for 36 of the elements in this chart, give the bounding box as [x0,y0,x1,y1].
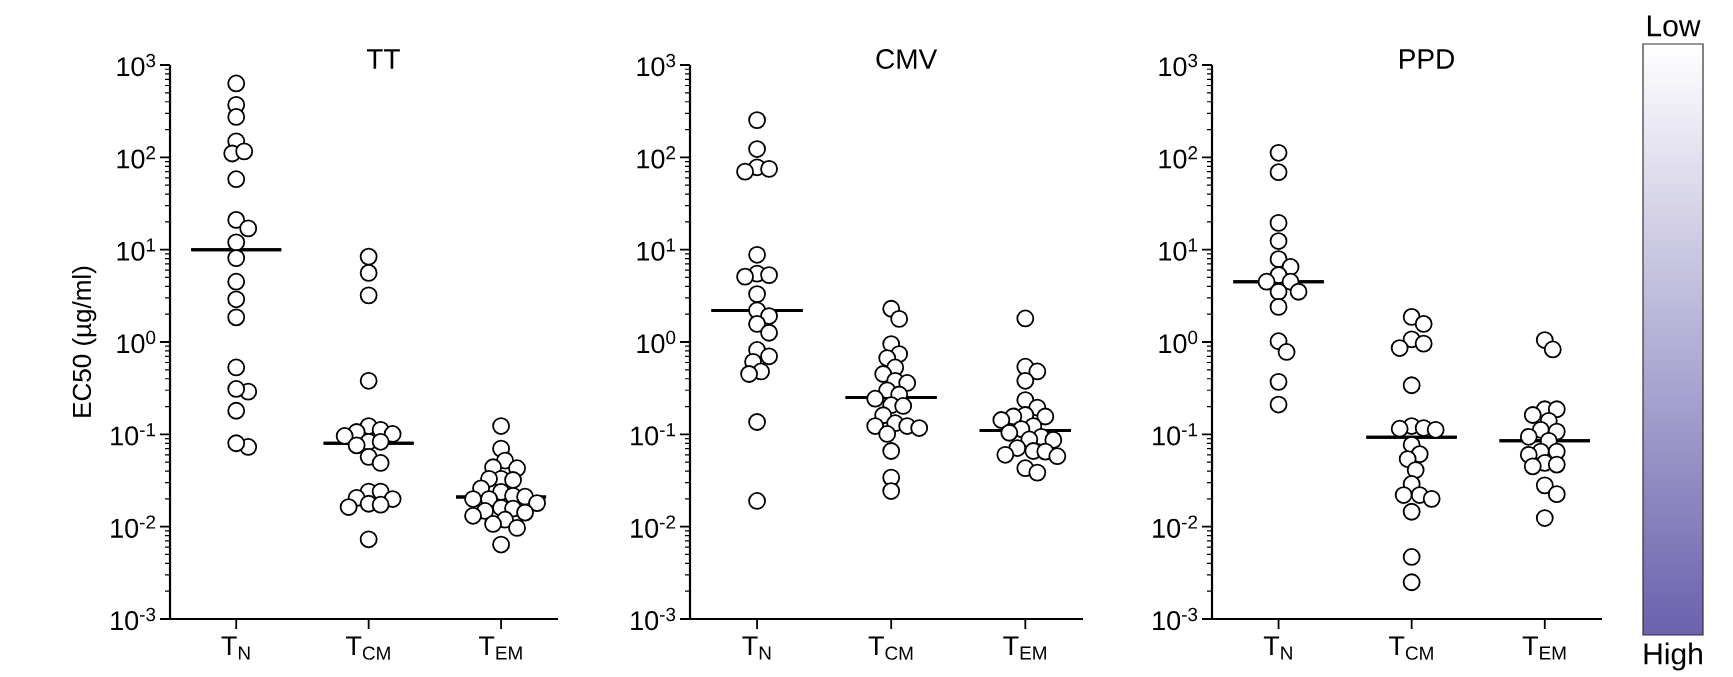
x-tick-label: T$_{N}$ [742,636,771,660]
y-tick-label: 10$^{3}$ [1159,53,1198,77]
y-tick-label: 10$^{-3}$ [631,607,676,631]
x-tick-label: T$_{N}$ [1263,636,1292,660]
y-tick-label: 10$^{1}$ [637,238,676,261]
x-tick-label: T$_{CM}$ [868,636,913,660]
x-tick-label: T$_{N}$ [221,636,250,660]
y-tick-label: 10$^{2}$ [637,146,676,169]
x-tick-label: T$_{EM}$ [1522,636,1566,660]
y-tick-label: 10$^{3}$ [637,53,676,77]
y-tick-label: 10$^{0}$ [637,330,676,354]
y-tick-label: 10$^{0}$ [117,330,156,354]
y-tick-label: 10$^{-1}$ [1153,423,1198,446]
y-tick-label: 10$^{2}$ [117,146,156,169]
y-tick-label: 10$^{-2}$ [111,515,156,538]
y-tick-label: 10$^{-3}$ [1153,607,1198,631]
y-axis-title: EC50 (µg/ml) [72,266,97,417]
y-tick-label: 10$^{-1}$ [111,423,156,446]
x-tick-label: T$_{EM}$ [1003,636,1046,660]
y-tick-label: 10$^{-2}$ [1153,515,1198,538]
y-tick-label: 10$^{-2}$ [631,515,676,538]
x-tick-label: T$_{EM}$ [479,636,522,660]
x-tick-label: T$_{CM}$ [1389,636,1433,660]
text: Low [1647,15,1701,37]
y-tick-label: 10$^{3}$ [117,53,156,77]
text: High [1644,642,1702,671]
chart-title: PPD [1400,49,1454,69]
chart-title: TT [366,49,400,69]
y-tick-label: 10$^{-3}$ [111,607,156,631]
y-tick-label: 10$^{1}$ [117,238,156,261]
y-tick-label: 10$^{0}$ [1159,330,1198,354]
y-tick-label: 10$^{-1}$ [631,423,676,446]
x-tick-label: T$_{CM}$ [346,636,390,660]
chart-title: CMV [876,49,938,69]
y-tick-label: 10$^{2}$ [1159,146,1198,169]
y-tick-label: 10$^{1}$ [1159,238,1198,261]
